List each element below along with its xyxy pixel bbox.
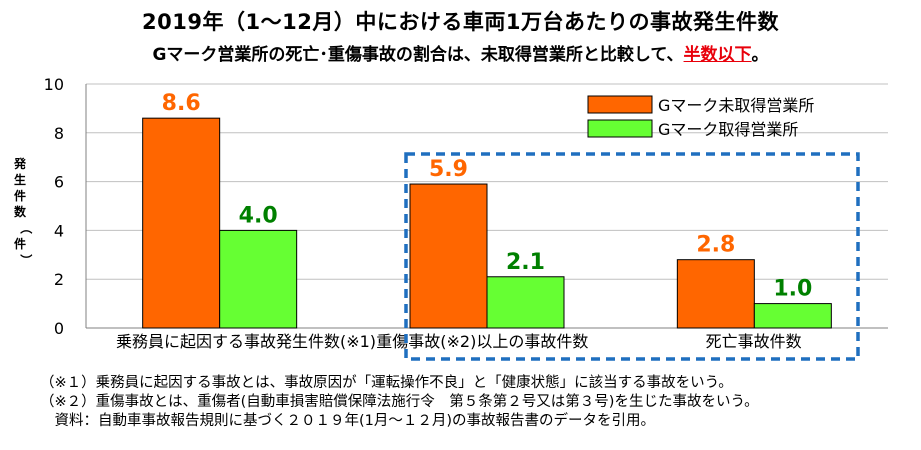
subtitle-highlight: 半数以下 (683, 45, 752, 65)
x-tick-label: 死亡事故件数 (706, 332, 802, 351)
y-axis-label-char: 発 (13, 156, 27, 171)
y-axis-label-char: 件 (14, 236, 26, 251)
data-label: 2.8 (696, 233, 735, 258)
footnote-3: 資料：自動車事故報告規則に基づく２０１９年(1月～１２月)の事故報告書のデータを… (40, 413, 656, 429)
bar (676, 259, 755, 329)
y-tick-label: 0 (54, 319, 64, 338)
y-tick-label: 8 (54, 124, 64, 143)
y-axis-label-char: （ (19, 222, 34, 234)
data-label: 1.0 (773, 277, 812, 302)
subtitle-end: 。 (751, 45, 769, 65)
bar-chart: 0246810発生件数（件）8.64.05.92.12.81.0乗務員に起因する… (13, 75, 888, 361)
legend-swatch (587, 95, 653, 114)
bar (753, 303, 832, 329)
y-tick-label: 4 (54, 221, 64, 240)
y-axis-label-char: ） (19, 254, 34, 266)
footnote-1: （※１）乗務員に起因する事故とは、事故原因が「運転操作不良」と「健康状態」に該当… (40, 375, 733, 391)
highlight-box (404, 152, 860, 361)
bar (409, 183, 488, 329)
y-tick-label: 2 (54, 270, 64, 289)
subtitle-text: Gマーク営業所の死亡･重傷事故の割合は、未取得営業所と比較して、 (152, 45, 684, 65)
legend-label: Gマーク取得営業所 (658, 120, 798, 139)
data-label: 2.1 (506, 250, 545, 275)
data-label: 4.0 (239, 203, 278, 228)
y-axis-label-char: 数 (14, 204, 27, 219)
data-label: 8.6 (162, 91, 201, 116)
y-axis-label-char: 件 (14, 188, 26, 203)
bar (219, 229, 298, 329)
footnote-2: （※２）重傷事故とは、重傷者(自動車損害賠償保障法施行令 第５条第２号又は第３号… (40, 394, 759, 410)
data-label: 5.9 (429, 157, 468, 182)
x-tick-label: 重傷事故(※2)以上の事故件数 (376, 332, 588, 351)
y-axis-label-char: 生 (14, 172, 26, 187)
x-tick-label: 乗務員に起因する事故発生件数(※1) (116, 332, 376, 351)
bar (142, 117, 221, 329)
footnotes: （※１）乗務員に起因する事故とは、事故原因が「運転操作不良」と「健康状態」に該当… (40, 374, 759, 431)
bar (486, 276, 565, 329)
legend-swatch (587, 119, 653, 138)
chart-title: 2019年（1～12月）中における車両1万台あたりの事故発生件数 (142, 10, 779, 34)
y-tick-label: 6 (54, 173, 64, 192)
chart-subtitle: Gマーク営業所の死亡･重傷事故の割合は、未取得営業所と比較して、半数以下。 (0, 40, 921, 65)
legend-label: Gマーク未取得営業所 (658, 96, 814, 115)
y-tick-label: 10 (44, 75, 64, 94)
